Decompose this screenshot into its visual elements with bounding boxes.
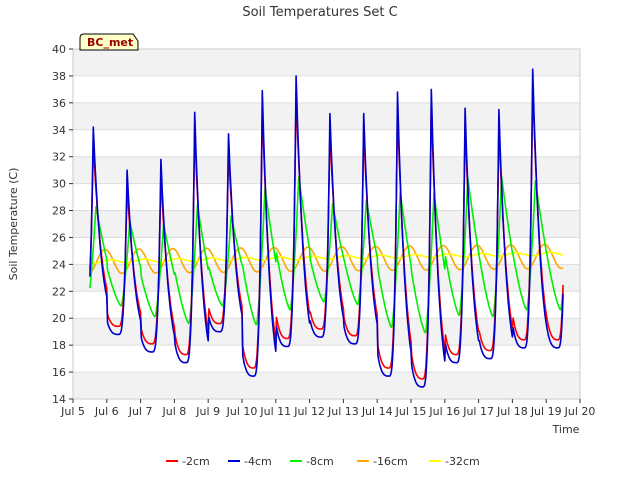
x-tick-label: Jul 5 — [60, 405, 85, 418]
y-tick-label: 14 — [52, 393, 66, 406]
legend-label: -16cm — [373, 455, 408, 468]
y-axis-label: Soil Temperature (C) — [7, 168, 20, 281]
x-tick-label: Jul 18 — [496, 405, 528, 418]
legend-item: -8cm — [290, 455, 334, 468]
legend-label: -2cm — [182, 455, 210, 468]
grid-band — [73, 372, 580, 399]
y-tick-label: 32 — [52, 151, 66, 164]
grid-band — [73, 345, 580, 373]
x-tick-label: Jul 20 — [564, 405, 596, 418]
y-tick-label: 38 — [52, 70, 66, 83]
y-tick-label: 40 — [52, 43, 66, 56]
plot-frame — [72, 48, 581, 400]
grid-band — [73, 318, 580, 346]
grid-band — [73, 183, 580, 211]
grid-band — [73, 75, 580, 103]
x-axis-label: Time — [552, 423, 580, 436]
y-tick-label: 34 — [52, 124, 66, 137]
x-axis: Jul 5 Jul 6 Jul 7 Jul 8 Jul 9 Jul 10 Jul 11 Jul… — [60, 399, 595, 418]
x-tick-label: Jul 9 — [195, 405, 220, 418]
x-tick-label: Jul 17 — [462, 405, 494, 418]
y-tick-label: 16 — [52, 366, 66, 379]
x-tick-label: Jul 11 — [259, 405, 291, 418]
grid-band — [73, 237, 580, 265]
legend-item: -2cm — [166, 455, 210, 468]
x-tick-label: Jul 19 — [530, 405, 562, 418]
legend-label: -4cm — [244, 455, 272, 468]
legend-item: -4cm — [228, 455, 272, 468]
x-tick-label: Jul 14 — [361, 405, 393, 418]
legend-item: -16cm — [357, 455, 408, 468]
legend-label: -32cm — [445, 455, 480, 468]
x-tick-label: Jul 13 — [327, 405, 359, 418]
x-tick-label: Jul 12 — [293, 405, 325, 418]
grid-band — [73, 102, 580, 130]
y-tick-label: 28 — [52, 205, 66, 218]
legend: -2cm -4cm -8cm -16cm -32cm — [166, 455, 480, 468]
x-tick-label: Jul 6 — [94, 405, 119, 418]
y-tick-label: 26 — [52, 231, 66, 244]
station-badge: BC_met — [79, 33, 139, 51]
x-tick-label: Jul 8 — [162, 405, 187, 418]
y-tick-label: 24 — [52, 258, 66, 271]
grid-band — [73, 156, 580, 184]
y-tick-label: 22 — [52, 285, 66, 298]
grid-band — [73, 129, 580, 157]
legend-label: -8cm — [306, 455, 334, 468]
chart-title: Soil Temperatures Set C — [242, 5, 397, 20]
legend-item: -32cm — [429, 455, 480, 468]
y-axis: 14 16 18 20 22 24 26 28 30 32 34 36 38 40 — [52, 43, 73, 406]
x-tick-label: Jul 15 — [395, 405, 427, 418]
station-badge-label: BC_met — [87, 36, 133, 49]
series-line-minus-4cm — [89, 68, 564, 388]
grid-band — [73, 49, 580, 76]
grid-band — [73, 210, 580, 238]
y-tick-label: 18 — [52, 339, 66, 352]
series-line-minus-32cm — [89, 251, 564, 265]
x-tick-label: Jul 10 — [226, 405, 258, 418]
y-tick-label: 36 — [52, 97, 66, 110]
x-tick-label: Jul 7 — [128, 405, 153, 418]
x-tick-label: Jul 16 — [428, 405, 460, 418]
series-lines — [89, 68, 564, 388]
y-tick-label: 30 — [52, 178, 66, 191]
y-tick-label: 20 — [52, 312, 66, 325]
